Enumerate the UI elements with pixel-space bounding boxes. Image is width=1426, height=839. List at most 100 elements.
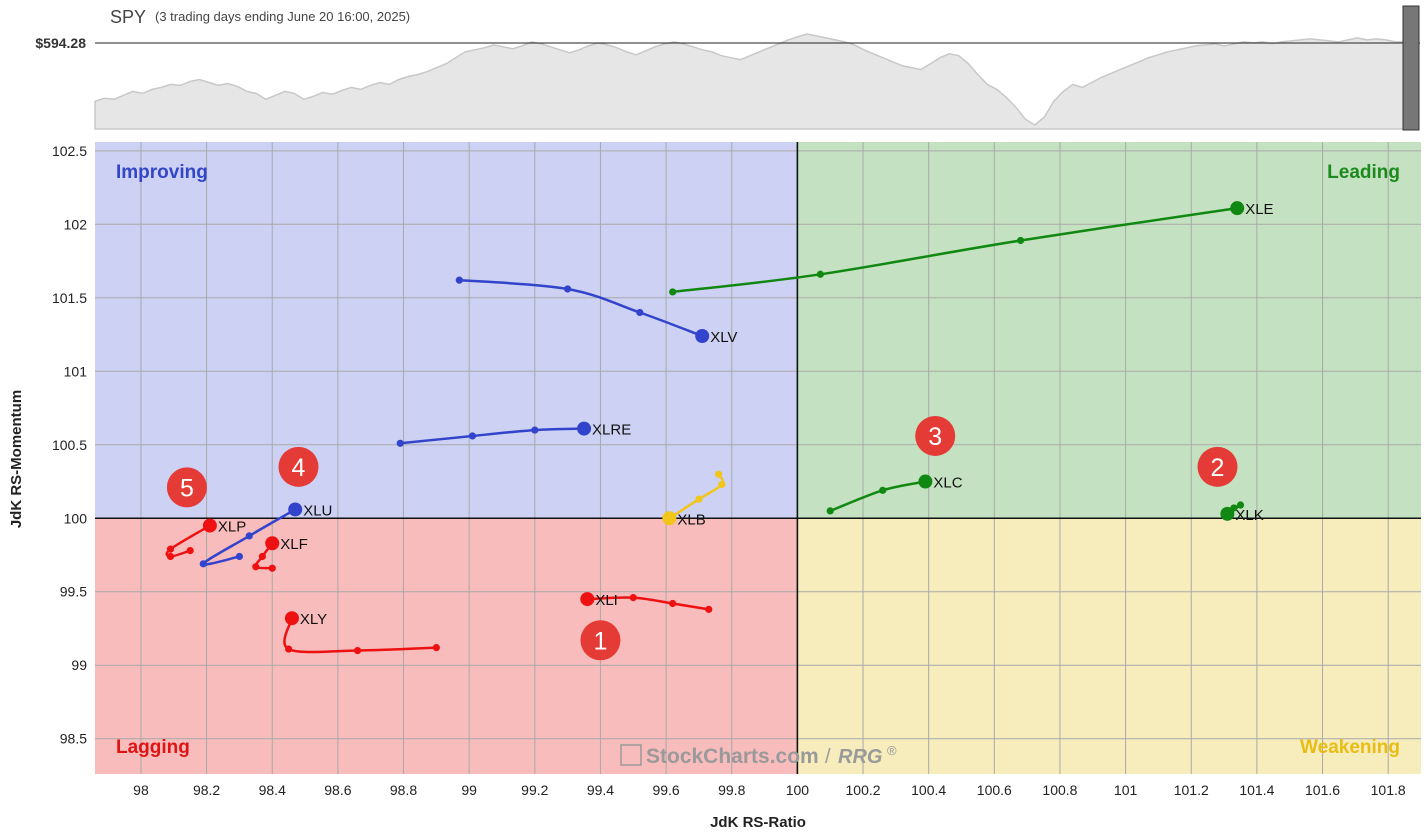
series-tail-point[interactable] <box>715 470 723 478</box>
series-tail-point[interactable] <box>468 432 477 440</box>
series-tail-point[interactable] <box>826 507 834 515</box>
series-label: XLP <box>218 519 246 536</box>
series-label: XLE <box>1245 201 1273 218</box>
series-tail-point[interactable] <box>879 486 887 494</box>
series-label: XLV <box>710 329 737 346</box>
series-tail-point[interactable] <box>455 276 463 284</box>
x-tick-label: 99.8 <box>718 782 745 798</box>
series-tail-point[interactable] <box>199 560 207 568</box>
period-label: (3 trading days ending June 20 16:00, 20… <box>155 9 410 24</box>
series-xlv: XLV <box>455 276 737 346</box>
watermark-registered-mark: ® <box>887 743 897 758</box>
callout-circle <box>166 467 207 508</box>
series-head-point[interactable] <box>662 511 677 526</box>
callout-number: 5 <box>180 474 194 502</box>
y-axis-title: JdK RS-Momentum <box>8 390 25 528</box>
series-tail-point[interactable] <box>669 288 677 296</box>
series-tail-point[interactable] <box>252 563 260 571</box>
x-tick-label: 101.6 <box>1305 782 1340 798</box>
series-head-point[interactable] <box>202 518 217 533</box>
stockcharts-watermark: StockCharts.com / RRG ® <box>620 743 897 768</box>
watermark-suffix: RRG <box>838 746 882 768</box>
series-tail-point[interactable] <box>816 270 824 278</box>
series-head-point[interactable] <box>284 611 299 626</box>
series-label: XLU <box>303 502 332 519</box>
series-tail-point[interactable] <box>564 285 572 293</box>
callout-circle <box>278 446 319 487</box>
x-tick-label: 100.2 <box>846 782 881 798</box>
series-xlp: XLP <box>165 518 246 561</box>
series-tail-point[interactable] <box>166 545 175 553</box>
sparkline-range-handle[interactable] <box>1402 5 1420 131</box>
x-tick-label: 98.8 <box>390 782 417 798</box>
quadrant-leading <box>797 142 1421 519</box>
series-tail-point[interactable] <box>669 599 677 608</box>
series-tail-point[interactable] <box>353 646 362 655</box>
y-tick-label: 100.5 <box>52 437 87 453</box>
x-tick-label: 99.6 <box>652 782 679 798</box>
series-tail-point[interactable] <box>629 594 637 602</box>
x-tick-label: 99 <box>461 782 477 798</box>
series-tail-xlf <box>254 542 274 570</box>
series-tail-point[interactable] <box>1016 236 1025 245</box>
series-tail-point[interactable] <box>718 480 726 489</box>
series-head-point[interactable] <box>695 329 710 344</box>
series-xlf: XLF <box>252 536 308 572</box>
series-tail-point[interactable] <box>245 532 253 540</box>
series-label: XLC <box>933 475 962 492</box>
series-tail-point[interactable] <box>636 308 644 317</box>
series-tail-point[interactable] <box>531 426 539 434</box>
x-tick-label: 100 <box>786 782 810 798</box>
quadrant-weakening <box>797 518 1421 774</box>
series-tail-xle <box>672 206 1238 294</box>
x-tick-label: 98.2 <box>193 782 220 798</box>
price-label: $594.28 <box>35 35 86 51</box>
quadrant-label-improving: Improving <box>116 162 208 183</box>
watermark-logo-icon <box>620 744 642 766</box>
callout-badge: 2 <box>1197 446 1238 487</box>
series-tail-point[interactable] <box>396 439 404 447</box>
x-tick-label: 100.6 <box>977 782 1012 798</box>
series-head-point[interactable] <box>288 502 303 517</box>
callout-number: 3 <box>928 423 942 451</box>
callout-number: 4 <box>292 454 306 482</box>
series-head-point[interactable] <box>265 536 280 551</box>
series-tail-point[interactable] <box>285 645 293 653</box>
x-tick-label: 99.2 <box>521 782 548 798</box>
series-head-point[interactable] <box>918 474 933 489</box>
series-xlb: XLB <box>662 470 726 528</box>
series-label: XLK <box>1235 507 1263 524</box>
series-head-point[interactable] <box>580 592 595 607</box>
symbol-label: SPY <box>110 7 146 27</box>
series-tail-point[interactable] <box>695 495 703 503</box>
series-tail-xlb <box>668 473 725 520</box>
y-tick-label: 99 <box>71 657 87 673</box>
series-tail-point[interactable] <box>268 564 276 572</box>
x-tick-label: 101 <box>1114 782 1138 798</box>
series-tail-point[interactable] <box>1236 501 1245 509</box>
series-tail-point[interactable] <box>258 552 266 561</box>
x-axis-title: JdK RS-Ratio <box>710 814 806 831</box>
x-tick-label: 100.4 <box>911 782 946 798</box>
series-tail-point[interactable] <box>432 644 440 652</box>
y-tick-label: 102.5 <box>52 143 87 159</box>
series-tail-point[interactable] <box>186 546 194 555</box>
y-tick-label: 101.5 <box>52 290 87 306</box>
callout-circle <box>580 620 621 661</box>
series-tail-xlu <box>202 508 296 566</box>
quadrant-label-lagging: Lagging <box>116 737 190 758</box>
series-head-point[interactable] <box>577 421 592 436</box>
series-xli: XLI <box>580 592 713 613</box>
quadrant-label-leading: Leading <box>1327 162 1400 183</box>
series-tail-point[interactable] <box>166 552 175 561</box>
series-head-point[interactable] <box>1220 506 1235 521</box>
x-tick-label: 101.4 <box>1239 782 1274 798</box>
series-tail-point[interactable] <box>705 605 713 613</box>
x-tick-label: 99.4 <box>587 782 614 798</box>
series-tail-point[interactable] <box>235 552 244 561</box>
x-tick-label: 100.8 <box>1042 782 1077 798</box>
series-head-point[interactable] <box>1230 201 1245 216</box>
quadrant-label-weakening: Weakening <box>1300 737 1400 758</box>
callout-badge: 5 <box>166 467 207 508</box>
series-tail-xlv <box>459 278 703 338</box>
